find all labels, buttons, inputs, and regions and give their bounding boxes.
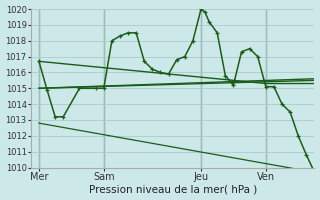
X-axis label: Pression niveau de la mer( hPa ): Pression niveau de la mer( hPa ) xyxy=(89,184,257,194)
